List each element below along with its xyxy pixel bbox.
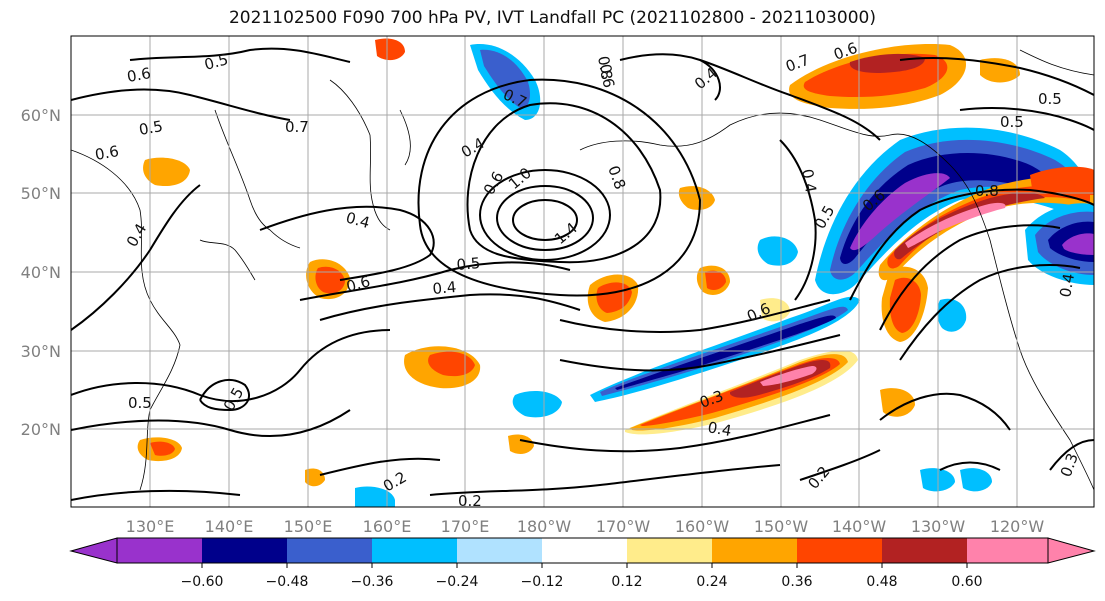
contour-label: 0.4 [1056, 272, 1078, 299]
contour-labels: 0.6 0.5 0.7 0.4 0.6 0.7 0.8 0.5 0.6 0.5 … [94, 39, 1082, 510]
contour-label: 0.5 [456, 254, 481, 274]
longitude-labels: 130°E 140°E 150°E 160°E 170°E 180°W 170°… [126, 517, 1045, 536]
contour-label: 0.7 [285, 118, 309, 136]
lat-label: 30°N [21, 342, 61, 361]
lon-label: 170°E [441, 517, 490, 536]
contour-label: 0.5 [138, 117, 165, 139]
contour-label: 0.5 [128, 394, 152, 412]
lon-label: 180°W [517, 517, 572, 536]
lat-label: 50°N [21, 184, 61, 203]
colorbar-ticks [201, 563, 968, 568]
colorbar-tick-label: −0.48 [266, 574, 309, 590]
colorbar-tick-label: −0.24 [436, 574, 479, 590]
contour-label: 0.2 [458, 492, 482, 510]
lon-label: 140°E [205, 517, 254, 536]
lon-label: 130°W [911, 517, 966, 536]
map-plot-area: 0.6 0.5 0.7 0.4 0.6 0.7 0.8 0.5 0.6 0.5 … [71, 36, 1094, 510]
lon-label: 120°W [990, 517, 1045, 536]
lon-label: 150°E [284, 517, 333, 536]
colorbar-segment [457, 538, 542, 563]
colorbar-tick-label: 0.36 [781, 574, 812, 590]
lon-label: 170°W [596, 517, 651, 536]
contour-label: 0.5 [1000, 113, 1024, 131]
contour-label: 0.6 [596, 63, 618, 90]
colorbar-tick-label: 0.12 [611, 574, 642, 590]
lon-label: 130°E [126, 517, 175, 536]
pv-contours [71, 47, 1094, 501]
colorbar-segment [542, 538, 627, 563]
lat-label: 60°N [21, 106, 61, 125]
colorbar-segment [967, 538, 1048, 563]
colorbar-segment [202, 538, 287, 563]
colorbar-tick-label: 0.48 [866, 574, 897, 590]
contour-label: 0.8 [975, 182, 999, 200]
colorbar-extend-min [69, 537, 118, 564]
colorbar-tick-label: 0.60 [951, 574, 982, 590]
lon-label: 160°E [363, 517, 412, 536]
colorbar-tick-label: −0.12 [521, 574, 564, 590]
page-title: 2021102500 F090 700 hPa PV, IVT Landfall… [228, 8, 876, 28]
contour-label: 0.4 [706, 418, 733, 440]
contour-label: 0.8 [594, 55, 616, 82]
lon-label: 140°W [832, 517, 887, 536]
lat-label: 40°N [21, 263, 61, 282]
colorbar-segment [117, 538, 202, 563]
lon-label: 160°W [675, 517, 730, 536]
shaded-field [137, 38, 1094, 507]
contour-label: 0.5 [1038, 90, 1062, 108]
colorbar-tick-label: −0.60 [181, 574, 224, 590]
colorbar-segment [712, 538, 797, 563]
colorbar-tick-labels: −0.60 −0.48 −0.36 −0.24 −0.12 0.12 0.24 … [181, 574, 983, 590]
contour-label: 0.4 [432, 278, 457, 298]
contour-label: 0.4 [344, 208, 372, 232]
colorbar-segment [372, 538, 457, 563]
map-border [70, 35, 1095, 508]
colorbar-segment [627, 538, 712, 563]
contour-label: 0.6 [126, 64, 153, 86]
contour-label: 0.5 [202, 50, 230, 74]
latitude-labels: 60°N 50°N 40°N 30°N 20°N [21, 106, 61, 439]
colorbar-segment [287, 538, 372, 563]
colorbar-segment [882, 538, 967, 563]
colorbar-segment [797, 538, 882, 563]
colorbar-tick-label: −0.36 [351, 574, 394, 590]
colorbar: −0.60 −0.48 −0.36 −0.24 −0.12 0.12 0.24 … [69, 537, 1096, 590]
contour-label: 0.6 [94, 142, 121, 164]
colorbar-tick-label: 0.24 [696, 574, 727, 590]
lon-label: 150°W [754, 517, 809, 536]
contour-label: 0.4 [798, 168, 820, 195]
colorbar-extend-max [1047, 537, 1096, 564]
lat-label: 20°N [21, 420, 61, 439]
contour-label: 0.6 [344, 272, 372, 296]
